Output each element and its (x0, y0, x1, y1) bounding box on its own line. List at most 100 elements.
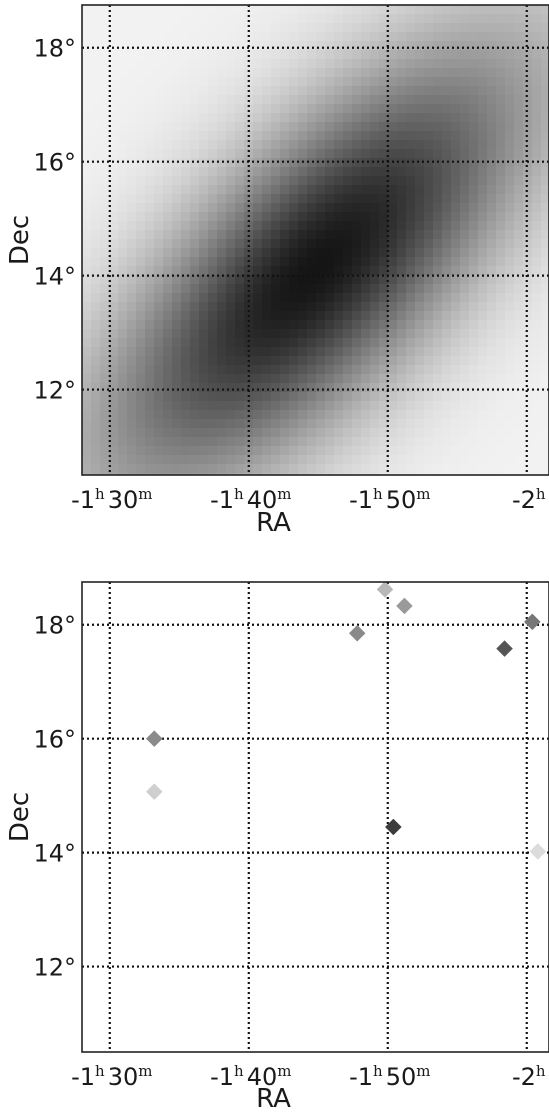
heatmap-cell (496, 392, 506, 402)
heatmap-cell (181, 131, 191, 141)
heatmap-cell (334, 248, 344, 258)
heatmap-cell (235, 194, 245, 204)
heatmap-cell (217, 410, 227, 420)
heatmap-cell (415, 32, 425, 42)
heatmap-cell (181, 230, 191, 240)
heatmap-cell (514, 437, 524, 447)
heatmap-cell (298, 275, 308, 285)
heatmap-cell (478, 239, 488, 249)
heatmap-cell (442, 437, 452, 447)
heatmap-cell (487, 68, 497, 78)
heatmap-cell (523, 50, 533, 60)
heatmap-cell (487, 473, 497, 475)
heatmap-cell (379, 455, 389, 465)
heatmap-cell (487, 5, 497, 15)
heatmap-cell (334, 437, 344, 447)
heatmap-cell (442, 275, 452, 285)
heatmap-cell (163, 59, 173, 69)
heatmap-cell (496, 86, 506, 96)
heatmap-cell (514, 32, 524, 42)
heatmap-cell (91, 329, 101, 339)
heatmap-cell (136, 113, 146, 123)
heatmap-cell (532, 293, 542, 303)
heatmap-cell (370, 95, 380, 105)
heatmap-cell (460, 446, 470, 456)
heatmap-cell (343, 203, 353, 213)
heatmap-cell (343, 86, 353, 96)
heatmap-cell (496, 347, 506, 357)
heatmap-cell (406, 221, 416, 231)
heatmap-cell (478, 266, 488, 276)
heatmap-cell (199, 473, 209, 475)
heatmap-cell (280, 302, 290, 312)
heatmap-cell (145, 194, 155, 204)
heatmap-cell (343, 437, 353, 447)
heatmap-cell (217, 239, 227, 249)
heatmap-cell (316, 311, 326, 321)
heatmap-cell (532, 365, 542, 375)
heatmap-cell (271, 275, 281, 285)
heatmap-cell (514, 374, 524, 384)
heatmap-cell (109, 410, 119, 420)
heatmap-cell (145, 212, 155, 222)
heatmap-cell (298, 113, 308, 123)
heatmap-cell (307, 374, 317, 384)
heatmap-cell (172, 473, 182, 475)
heatmap-cell (523, 293, 533, 303)
heatmap-cell (298, 167, 308, 177)
heatmap-cell (289, 185, 299, 195)
heatmap-cell (280, 32, 290, 42)
heatmap-cell (541, 149, 549, 159)
heatmap-cell (478, 383, 488, 393)
heatmap-cell (280, 176, 290, 186)
heatmap-cell (370, 149, 380, 159)
heatmap-cell (343, 320, 353, 330)
heatmap-cell (253, 122, 263, 132)
heatmap-cell (244, 158, 254, 168)
heatmap-cell (217, 194, 227, 204)
heatmap-cell (163, 383, 173, 393)
heatmap-cell (361, 248, 371, 258)
heatmap-cell (100, 176, 110, 186)
heatmap-cell (262, 23, 272, 33)
heatmap-cell (181, 68, 191, 78)
heatmap-cell (424, 176, 434, 186)
heatmap-cell (262, 338, 272, 348)
heatmap-cell (100, 347, 110, 357)
heatmap-cell (433, 248, 443, 258)
heatmap-cell (505, 68, 515, 78)
heatmap-cell (424, 230, 434, 240)
heatmap-cell (460, 275, 470, 285)
heatmap-cell (460, 257, 470, 267)
heatmap-cell (136, 104, 146, 114)
heatmap-cell (451, 266, 461, 276)
heatmap-cell (478, 86, 488, 96)
heatmap-cell (253, 320, 263, 330)
heatmap-cell (460, 194, 470, 204)
heatmap-cell (505, 374, 515, 384)
heatmap-cell (172, 14, 182, 24)
heatmap-cell (82, 212, 92, 222)
heatmap-cell (145, 5, 155, 15)
heatmap-cell (514, 140, 524, 150)
heatmap-cell (154, 275, 164, 285)
heatmap-cell (379, 302, 389, 312)
heatmap-cell (307, 320, 317, 330)
heatmap-cell (487, 392, 497, 402)
heatmap-cell (523, 59, 533, 69)
heatmap-cell (388, 257, 398, 267)
heatmap-cell (343, 257, 353, 267)
heatmap-cell (541, 230, 549, 240)
heatmap-cell (361, 5, 371, 15)
heatmap-cell (136, 23, 146, 33)
heatmap-cell (199, 464, 209, 474)
heatmap-cell (514, 275, 524, 285)
heatmap-cell (199, 32, 209, 42)
heatmap-cell (442, 14, 452, 24)
heatmap-cell (433, 437, 443, 447)
heatmap-cell (379, 464, 389, 474)
heatmap-cell (352, 248, 362, 258)
heatmap-cell (424, 131, 434, 141)
heatmap-cell (388, 239, 398, 249)
heatmap-cell (163, 194, 173, 204)
